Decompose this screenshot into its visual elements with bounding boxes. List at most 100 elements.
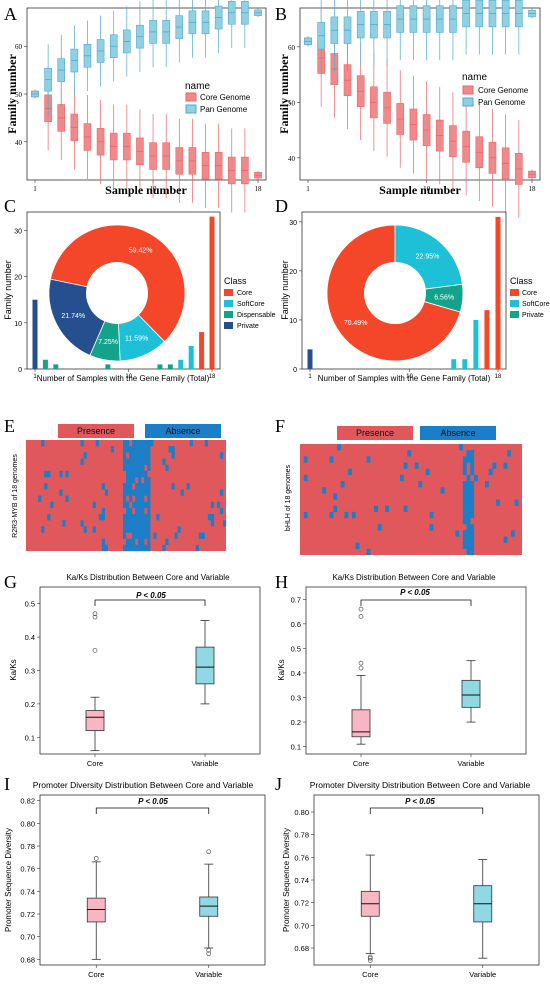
heatmap-cell-absence: [138, 458, 142, 465]
heatmap-cell-absence: [138, 446, 142, 453]
x-tick-label: 1: [308, 374, 312, 380]
heatmap-cell-absence: [414, 462, 419, 469]
heatmap-cell-absence: [466, 542, 471, 550]
heatmap-cell-absence: [466, 505, 471, 513]
heatmap-cell-absence: [135, 440, 139, 447]
heatmap-cell-absence: [132, 538, 136, 546]
heatmap-cell-absence: [195, 544, 199, 552]
heatmap-cell-absence: [138, 464, 142, 472]
heatmap-cell-absence: [80, 520, 84, 527]
heatmap-cell-absence: [466, 530, 471, 537]
heatmap-cell-absence: [407, 450, 412, 457]
panel-e-ylabel: R2R3-MYB of 18 genomes: [12, 454, 19, 538]
panel-c-legend-swatch-softcore: [224, 300, 233, 307]
heatmap-cell-absence: [144, 470, 148, 478]
heatmap-cell-absence: [126, 464, 130, 472]
heatmap-cell-absence: [129, 446, 133, 453]
heatmap-cell-absence: [135, 544, 139, 552]
panel-b-xlabel: Sample number: [379, 183, 461, 197]
heatmap-cell-absence: [462, 499, 467, 506]
panel-j-sig: P < 0.05: [405, 797, 435, 806]
heatmap-cell-absence: [138, 470, 142, 478]
heatmap-cell-absence: [333, 493, 338, 500]
heatmap-cell-absence: [171, 452, 175, 459]
panel-e-legend-absence: Absence: [165, 426, 200, 436]
heatmap-cell-absence: [141, 446, 145, 453]
heatmap-cell-absence: [162, 544, 166, 552]
x-tick-label: Variable: [192, 759, 219, 768]
heatmap-cell-absence: [303, 456, 308, 463]
heatmap-cell-absence: [492, 462, 497, 469]
y-tick-label: 60: [288, 44, 296, 52]
heatmap-cell-absence: [47, 514, 51, 521]
heatmap-cell-absence: [147, 489, 151, 496]
heatmap-cell-absence: [129, 477, 133, 484]
heatmap-cell-absence: [122, 532, 127, 539]
panel-letter-H: H: [275, 572, 288, 592]
heatmap-cell-absence: [101, 514, 105, 521]
y-tick-label: 30: [289, 220, 297, 227]
heatmap-cell-absence: [141, 483, 145, 490]
y-tick-label: 0.80: [294, 808, 309, 817]
panel-c-chart: 0 10 20 30 1 10 18 59.42% 11.59% 7.25% 21.74% Num…: [3, 211, 276, 383]
heatmap-cell-absence: [470, 548, 475, 556]
heatmap-cell-absence: [351, 511, 356, 519]
bar-private: [307, 349, 313, 369]
heatmap-cell-absence: [135, 507, 139, 515]
pie-slice-core: [49, 224, 186, 343]
y-tick-label: 0.78: [20, 842, 35, 851]
heatmap-cell-absence: [141, 458, 145, 465]
heatmap-cell-absence: [132, 526, 136, 533]
panel-d-legend-private: Private: [522, 312, 544, 319]
panel-i-sig: P < 0.05: [138, 797, 168, 806]
y-tick-label: 0.2: [291, 718, 301, 727]
heatmap-cell-absence: [132, 440, 136, 447]
heatmap-cell-absence: [216, 501, 221, 509]
heatmap-cell-absence: [466, 450, 471, 457]
significance-bracket: [94, 599, 206, 606]
heatmap-cell-absence: [355, 542, 360, 550]
panel-a-legend-pan: Pan Genome: [200, 105, 248, 114]
heatmap-cell-absence: [122, 495, 127, 502]
box-core: [85, 710, 105, 732]
panel-a-legend-title: name: [185, 81, 210, 92]
heatmap-cell-absence: [219, 489, 224, 496]
pie-label: 6.56%: [434, 294, 454, 301]
heatmap-cell-absence: [466, 536, 471, 543]
x-tick-label: 10: [406, 374, 413, 380]
panel-c-pie: 59.42% 11.59% 7.25% 21.74%: [48, 224, 186, 362]
heatmap-cell-absence: [141, 489, 145, 496]
heatmap-cell-absence: [207, 514, 212, 521]
pie-label: 70.49%: [344, 320, 368, 327]
panel-h-ylabel: Ka/Ks: [277, 659, 286, 680]
x-tick-label: Variable: [458, 759, 485, 768]
x-tick-label: Core: [353, 759, 369, 768]
heatmap-cell-absence: [126, 514, 130, 521]
pie-slice-private: [48, 278, 106, 356]
heatmap-cell-absence: [470, 505, 475, 513]
heatmap-cell-absence: [425, 468, 430, 476]
heatmap-cell-absence: [126, 440, 130, 447]
heatmap-cell-absence: [462, 468, 467, 476]
heatmap-cell-absence: [503, 536, 508, 543]
heatmap-cell-absence: [462, 536, 467, 543]
panel-j-title: Promoter Diversity Distribution Between …: [310, 780, 531, 790]
heatmap-cell-absence: [470, 450, 475, 457]
heatmap-cell-absence: [138, 538, 142, 546]
panel-h-sig: P < 0.05: [400, 588, 430, 597]
heatmap-cell-absence: [470, 536, 475, 543]
panel-j-chart: Promoter Diversity Distribution Between …: [282, 780, 540, 979]
heatmap-cell-absence: [470, 456, 475, 463]
heatmap-cell-absence: [168, 446, 172, 453]
heatmap-cell-absence: [496, 499, 500, 506]
outlier-point: [358, 614, 364, 619]
panel-i-title: Promoter Diversity Distribution Between …: [33, 780, 254, 790]
heatmap-cell-absence: [141, 440, 145, 447]
heatmap-cell-absence: [132, 446, 136, 453]
panel-g-sig: P < 0.05: [136, 591, 166, 600]
heatmap-cell-absence: [144, 452, 148, 459]
heatmap-cell-absence: [201, 532, 205, 539]
heatmap-cell-absence: [514, 499, 519, 506]
significance-bracket: [95, 807, 210, 814]
panel-letter-A: A: [4, 4, 17, 24]
